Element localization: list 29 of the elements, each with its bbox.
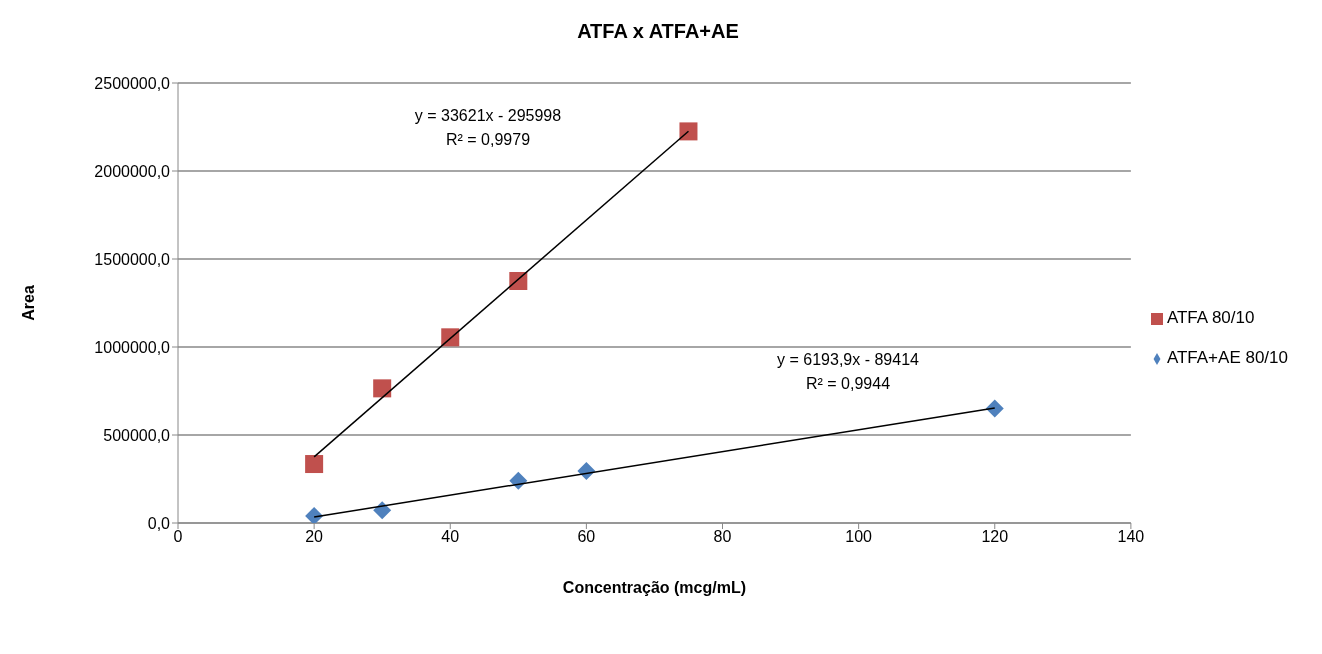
x-tick-label: 80 xyxy=(713,528,732,546)
point xyxy=(305,455,324,474)
annotation: y = 33621x - 295998 xyxy=(414,107,562,124)
annotation: R² = 0,9979 xyxy=(445,131,531,148)
y-tick-label: 1500000,0 xyxy=(94,250,171,268)
point xyxy=(305,506,324,523)
x-tick-label: 20 xyxy=(305,528,324,546)
x-tick-label: 120 xyxy=(981,528,1009,546)
x-axis-title: Concentração (mcg/mL) xyxy=(562,579,747,596)
legend-label: ATFA 80/10 xyxy=(1166,308,1255,327)
y-tick-label: 500000,0 xyxy=(103,426,171,444)
point xyxy=(985,399,1004,418)
y-tick-label: 2500000,0 xyxy=(94,74,171,92)
y-axis-title: Area xyxy=(19,285,37,321)
x-tick-label: 100 xyxy=(845,528,873,546)
y-tick-label: 0,0 xyxy=(147,514,171,532)
annotation: R² = 0,9944 xyxy=(805,375,891,392)
legend-label: ATFA+AE 80/10 xyxy=(1166,348,1288,367)
point xyxy=(679,122,698,141)
y-tick-label: 2000000,0 xyxy=(94,162,171,180)
point xyxy=(373,501,392,520)
chart-title: ATFA x ATFA+AE xyxy=(576,20,740,43)
x-tick-label: 40 xyxy=(441,528,460,546)
annotation: y = 6193,9x - 89414 xyxy=(777,351,920,368)
x-tick-label: 60 xyxy=(577,528,596,546)
x-tick-label: 140 xyxy=(1117,528,1145,546)
y-tick-label: 1000000,0 xyxy=(94,338,171,356)
x-tick-label: 0 xyxy=(173,528,183,546)
point xyxy=(373,379,392,398)
